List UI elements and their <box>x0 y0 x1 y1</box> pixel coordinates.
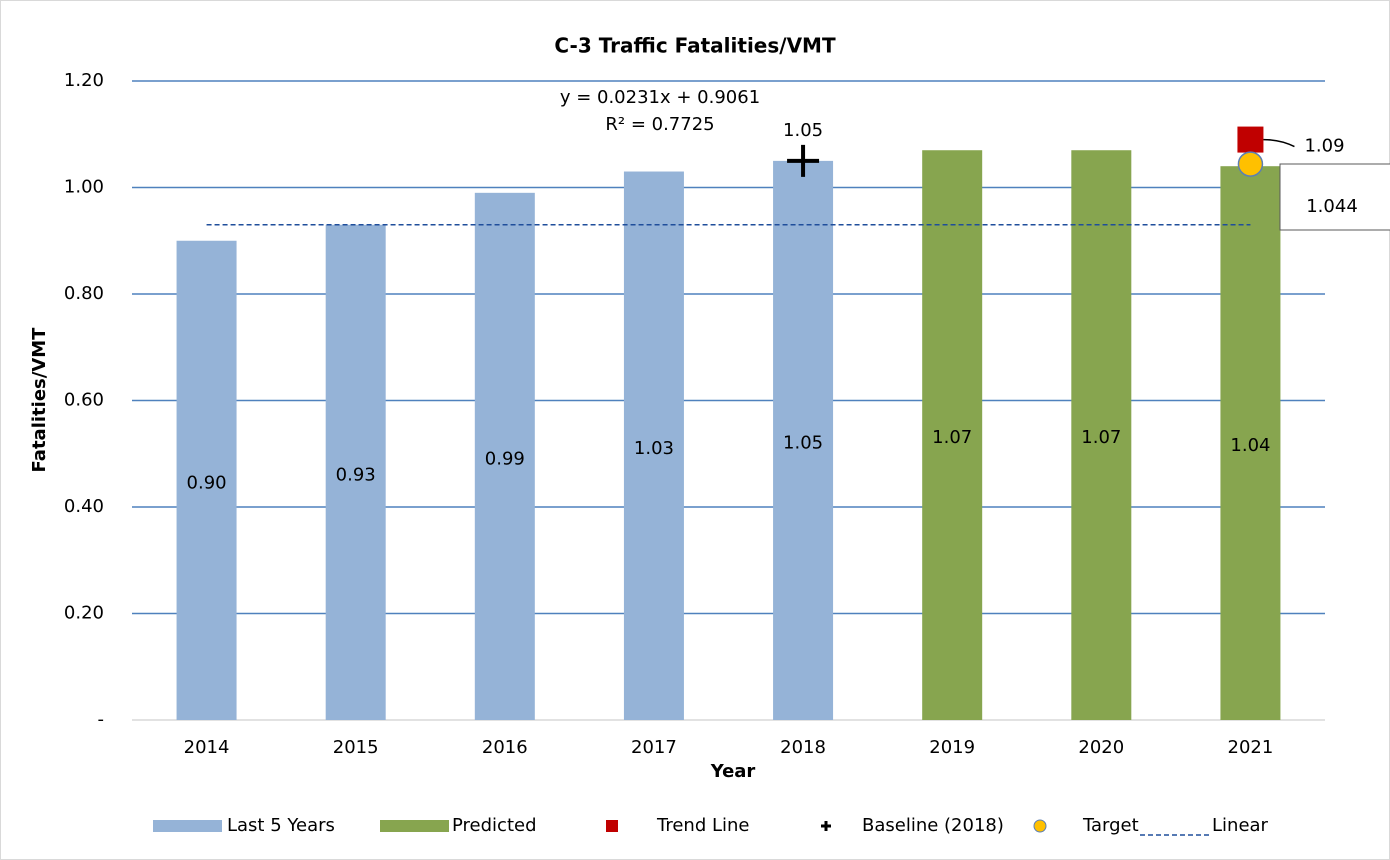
bar-value-label: 1.05 <box>783 432 823 453</box>
legend-swatch <box>153 820 222 832</box>
bar-value-label: 0.93 <box>336 464 376 485</box>
x-tick-label: 2017 <box>631 737 677 758</box>
legend-swatch <box>1033 819 1047 833</box>
legend-swatch <box>606 820 618 832</box>
bar <box>1071 150 1132 721</box>
trend-equation: y = 0.0231x + 0.9061 <box>560 87 760 108</box>
y-tick-label: 0.60 <box>64 390 104 411</box>
bar <box>176 240 237 720</box>
x-tick-label: 2015 <box>333 737 379 758</box>
point-value-label: 1.044 <box>1306 196 1358 217</box>
legend-label: Last 5 Years <box>227 815 335 836</box>
point-value-label: 1.05 <box>783 120 823 141</box>
y-tick-label: 1.00 <box>64 177 104 198</box>
x-tick-label: 2021 <box>1228 737 1274 758</box>
y-tick-label: 0.80 <box>64 283 104 304</box>
bar-value-label: 0.99 <box>485 448 525 469</box>
x-axis-title: Year <box>710 761 756 782</box>
trend-r-squared: R² = 0.7725 <box>605 114 714 135</box>
bar-value-label: 0.90 <box>187 472 227 493</box>
y-axis-title: Fatalities/VMT <box>29 327 50 473</box>
chart-title: C-3 Traffic Fatalities/VMT <box>554 34 836 58</box>
point-marker <box>1237 126 1264 153</box>
y-tick-label: 0.20 <box>64 603 104 624</box>
x-tick-label: 2019 <box>929 737 975 758</box>
legend-label: Linear <box>1212 815 1269 836</box>
point-marker <box>787 144 820 177</box>
x-tick-label: 2018 <box>780 737 826 758</box>
y-tick-label: - <box>98 709 105 730</box>
bar-value-label: 1.07 <box>1081 427 1121 448</box>
bar <box>474 192 535 720</box>
legend-label: Predicted <box>452 815 537 836</box>
bar-value-label: 1.04 <box>1230 435 1270 456</box>
bar-value-label: 1.03 <box>634 438 674 459</box>
x-tick-label: 2014 <box>184 737 230 758</box>
y-tick-label: 0.40 <box>64 496 104 517</box>
bar <box>1220 166 1281 720</box>
label-box <box>1279 163 1390 231</box>
legend-label: Trend Line <box>656 815 750 836</box>
point-marker <box>1237 151 1264 177</box>
bar <box>773 160 834 720</box>
legend-label: Target <box>1082 815 1139 836</box>
legend-label: Baseline (2018) <box>862 815 1004 836</box>
bar <box>325 224 386 720</box>
y-tick-label: 1.20 <box>64 70 104 91</box>
legend-swatch <box>380 820 449 832</box>
bar <box>623 171 684 720</box>
label-leader <box>1263 138 1295 148</box>
x-tick-label: 2016 <box>482 737 528 758</box>
bar-value-label: 1.07 <box>932 427 972 448</box>
legend-swatch <box>821 821 831 831</box>
point-value-label: 1.09 <box>1304 136 1344 157</box>
x-tick-label: 2020 <box>1078 737 1124 758</box>
bar <box>922 150 983 721</box>
